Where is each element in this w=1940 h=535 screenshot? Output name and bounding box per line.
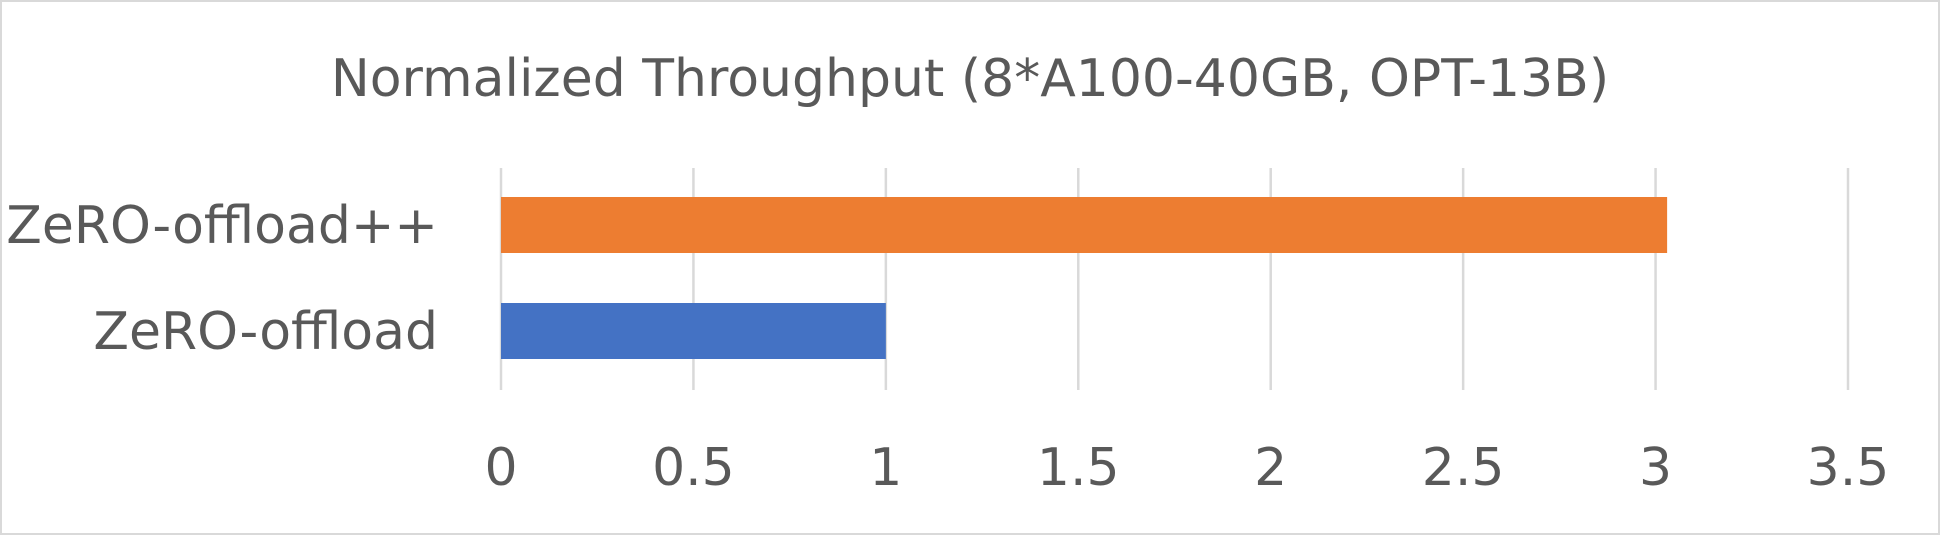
chart-title: Normalized Throughput (8*A100-40GB, OPT-… bbox=[331, 49, 1609, 109]
x-tick-label: 2 bbox=[1254, 438, 1287, 498]
category-label: ZeRO-offload bbox=[93, 302, 438, 362]
x-tick-label: 1 bbox=[869, 438, 902, 498]
x-tick-label: 3 bbox=[1639, 438, 1672, 498]
x-tick-label: 2.5 bbox=[1422, 438, 1505, 498]
x-axis-tick-labels: 0 0.5 1 1.5 2 2.5 3 3.5 bbox=[484, 438, 1889, 498]
bar bbox=[501, 197, 1668, 253]
category-label: ZeRO-offload++ bbox=[6, 196, 438, 256]
bars bbox=[501, 197, 1668, 359]
category-labels: ZeRO-offload++ ZeRO-offload bbox=[6, 196, 438, 362]
x-tick-label: 1.5 bbox=[1037, 438, 1120, 498]
x-tick-label: 0.5 bbox=[652, 438, 735, 498]
x-tick-label: 0 bbox=[484, 438, 517, 498]
bar bbox=[501, 303, 886, 359]
x-tick-label: 3.5 bbox=[1807, 438, 1890, 498]
